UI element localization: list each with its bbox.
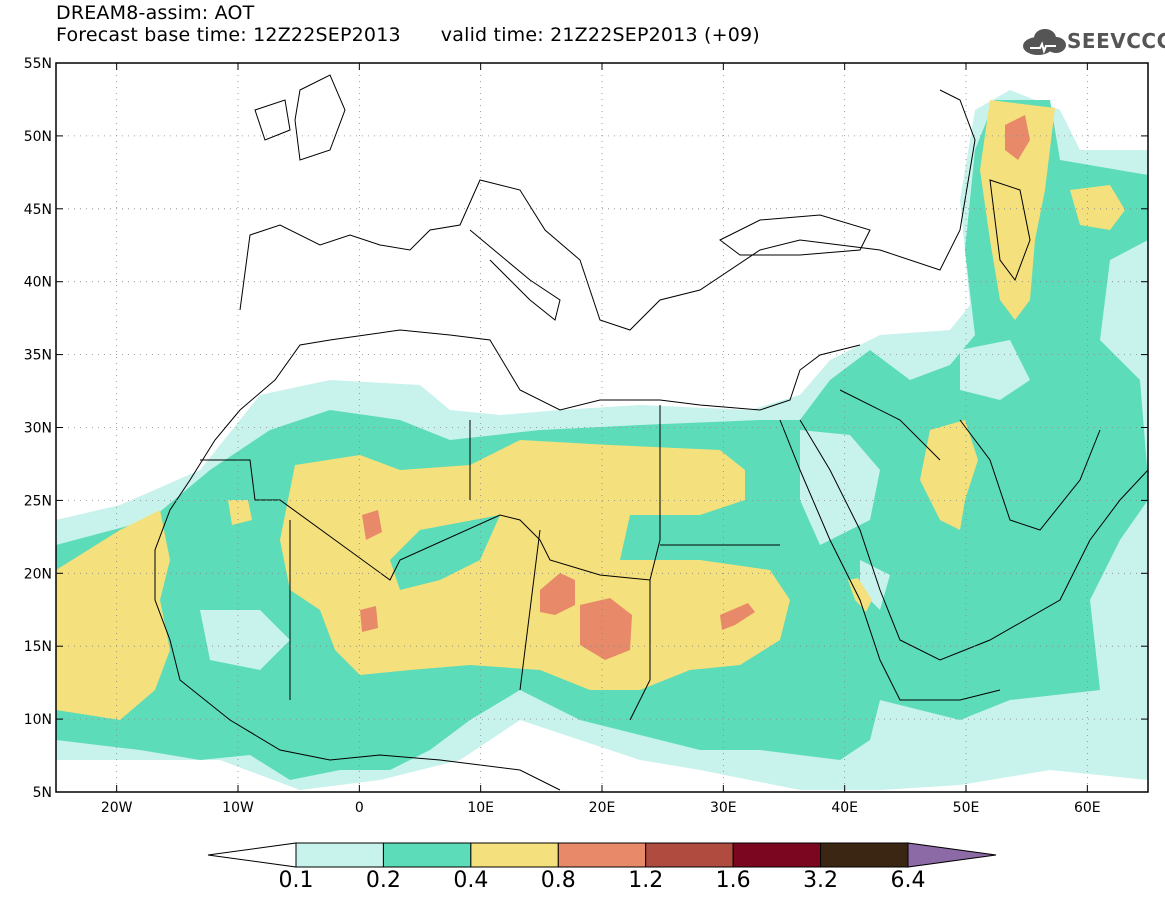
lon-label: 60E [1074,800,1101,816]
lat-label: 50N [24,129,52,145]
colorbar-under-arrow [207,842,297,868]
lat-label: 20N [24,566,52,582]
cloud-icon [1023,29,1066,55]
lat-label: 30N [24,421,52,437]
colorbar-level-label: 0.8 [540,868,576,893]
valid-time: valid time: 21Z22SEP2013 (+09) [440,24,760,46]
logo-text: SEEVCCC [1067,29,1165,53]
lon-label: 0 [355,800,364,816]
colorbar-over-arrow [907,842,997,868]
longitude-labels: 20W 10W 0 10E 20E 30E 40E 50E 60E [101,800,1101,816]
lon-label: 20E [589,800,616,816]
lon-label: 10W [222,800,254,816]
lat-label: 15N [24,639,52,655]
lon-label: 50E [953,800,980,816]
map-title: DREAM8-assim: AOT [56,2,255,24]
colorbar-level-label: 1.6 [715,868,751,893]
colorbar-level-label: 3.2 [803,868,839,893]
colorbar-swatch [295,842,384,868]
gridlines [56,63,1148,792]
colorbar-level-label: 6.4 [890,868,926,893]
lat-label: 40N [24,275,52,291]
aot-shading [56,90,1148,790]
colorbar-level-label: 0.4 [453,868,489,893]
lat-label: 55N [24,56,52,72]
colorbar-swatch [732,842,822,868]
time-info: Forecast base time: 12Z22SEP2013 valid ti… [56,24,760,46]
colorbar-swatch [382,842,472,868]
base-time: Forecast base time: 12Z22SEP2013 [56,24,401,46]
colorbar-level-label: 0.1 [278,868,314,893]
lat-label: 10N [24,712,52,728]
axis-ticks [56,62,1148,793]
lat-label: 5N [33,785,52,801]
colorbar [207,842,997,868]
coastlines [154,74,1148,791]
lat-label: 35N [24,348,52,364]
lon-label: 20W [101,800,133,816]
lon-label: 40E [831,800,858,816]
colorbar-level-label: 1.2 [628,868,664,893]
lon-label: 10E [467,800,494,816]
colorbar-swatch [470,842,559,868]
latitude-labels: 55N 50N 45N 40N 35N 30N 25N 20N 15N 10N 5N [24,56,52,801]
colorbar-swatch [557,842,647,868]
lat-label: 25N [24,493,52,509]
colorbar-swatch [645,842,734,868]
lon-label: 30E [710,800,737,816]
colorbar-swatch [820,842,909,868]
colorbar-level-label: 0.2 [365,868,401,893]
lat-label: 45N [24,202,52,218]
